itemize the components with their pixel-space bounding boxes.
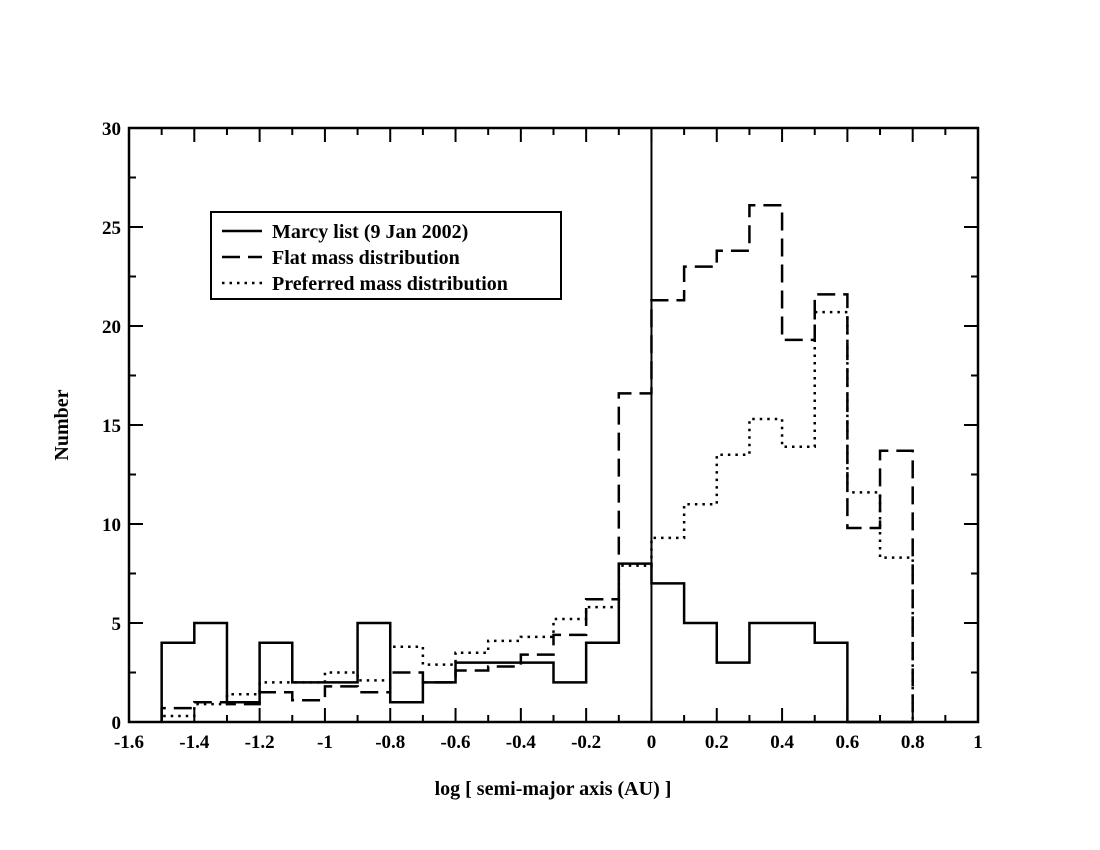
x-tick-label: -1 <box>317 732 333 753</box>
x-tick-label: -0.6 <box>440 732 470 753</box>
axis-ticks <box>128 127 979 723</box>
x-tick-label: 1 <box>973 732 983 753</box>
series-line-2 <box>160 203 914 722</box>
y-tick-label: 15 <box>102 416 121 437</box>
y-tick-label: 30 <box>102 119 121 140</box>
series-layer <box>160 203 914 724</box>
x-tick-label: 0 <box>647 732 657 753</box>
x-tick-label: -1.4 <box>179 732 210 753</box>
legend-label-1: Marcy list (9 Jan 2002) <box>272 221 468 243</box>
x-tick-label: 0.2 <box>705 732 729 753</box>
series-line-3 <box>160 310 914 722</box>
x-tick-label: -0.4 <box>506 732 537 753</box>
y-tick-label: 25 <box>102 218 121 239</box>
x-tick-label: 0.6 <box>836 732 860 753</box>
legend: Marcy list (9 Jan 2002) Flat mass distrib… <box>210 211 562 300</box>
x-tick-label: -1.6 <box>114 732 144 753</box>
legend-label-2: Flat mass distribution <box>272 247 460 269</box>
series-line-1 <box>160 562 913 724</box>
axis-tick-labels: -1.6 -1.4 -1.2 -1 -0.8 -0.6 -0.4 -0.2 0 0.2 0.4 0.6… <box>102 119 983 753</box>
x-tick-label: 0.4 <box>770 732 794 753</box>
y-tick-label: 20 <box>102 317 121 338</box>
y-tick-label: 5 <box>112 614 122 635</box>
x-axis-title: log [ semi-major axis (AU) ] <box>435 778 672 800</box>
x-tick-label: 0.8 <box>901 732 925 753</box>
legend-label-3: Preferred mass distribution <box>272 273 508 295</box>
x-tick-label: -0.8 <box>375 732 405 753</box>
y-tick-label: 10 <box>102 515 121 536</box>
x-tick-label: -0.2 <box>571 732 601 753</box>
y-tick-label: 0 <box>112 713 122 734</box>
x-tick-label: -1.2 <box>245 732 275 753</box>
legend-box <box>210 211 562 300</box>
y-axis-title: Number <box>51 389 73 460</box>
